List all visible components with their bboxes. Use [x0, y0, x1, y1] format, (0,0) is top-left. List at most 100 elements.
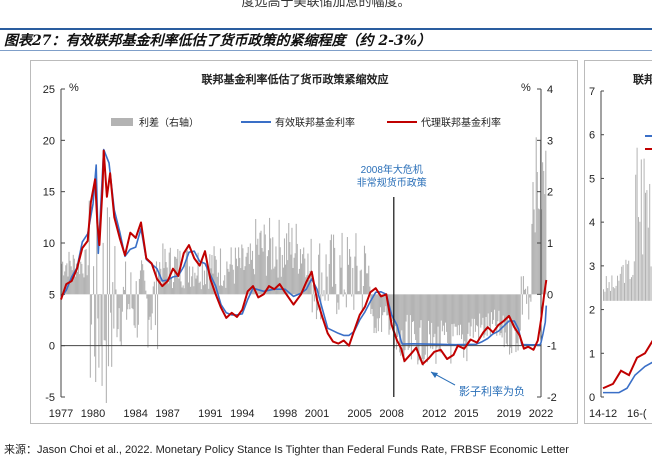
spread-bar	[227, 268, 229, 295]
spread-bar	[183, 288, 185, 295]
spread-bar	[77, 271, 79, 295]
spread-bar	[418, 294, 420, 361]
second-chart-panel: 0 1 2 3 4 5 6 7 联邦 14-12 16-(	[584, 60, 652, 424]
spread-bar	[368, 265, 370, 295]
spread-bar	[422, 294, 424, 366]
spread-bar	[111, 294, 113, 367]
spread-bar	[184, 264, 186, 295]
spread-bar	[466, 294, 468, 362]
spread-bar	[62, 261, 64, 295]
spread-bar	[283, 238, 286, 295]
spread-bar	[453, 294, 455, 324]
spread-bar	[461, 294, 463, 340]
side-spread-bar	[639, 221, 641, 301]
spread-bar	[533, 209, 535, 295]
spread-bar	[493, 294, 495, 320]
spread-bar	[282, 267, 284, 295]
spread-bar	[329, 240, 331, 295]
spread-bar	[512, 294, 514, 325]
spread-bar	[254, 274, 256, 295]
spread-bar	[376, 294, 378, 319]
spread-bar	[181, 287, 183, 295]
spread-bar	[240, 268, 242, 295]
spread-bar	[228, 271, 230, 295]
spread-bar	[406, 294, 408, 315]
spread-bar	[398, 294, 400, 333]
spread-bar	[473, 294, 475, 319]
spread-bar	[452, 294, 454, 337]
spread-bar	[123, 290, 126, 295]
spread-bar	[490, 294, 492, 313]
spread-bar	[450, 294, 452, 364]
spread-bar	[118, 294, 120, 309]
side-tick-label: 5	[589, 173, 595, 185]
spread-bar	[86, 275, 88, 295]
right-tick-label: 1	[547, 238, 553, 250]
spread-bar	[263, 224, 265, 295]
spread-bar	[178, 278, 180, 295]
spread-bar	[267, 250, 270, 295]
spread-bar	[543, 170, 545, 295]
spread-bar	[307, 253, 309, 295]
x-tick-label: 1994	[230, 408, 254, 420]
spread-bar	[465, 294, 467, 344]
side-spread-bar	[625, 259, 627, 301]
spread-bar	[219, 248, 222, 295]
spread-bar	[413, 294, 415, 322]
spread-bar	[285, 264, 287, 295]
x-tick-label: 2019	[497, 408, 521, 420]
x-tick-label: 1984	[123, 408, 147, 420]
spread-bar	[397, 294, 399, 338]
spread-bar	[479, 294, 481, 314]
main-chart-panel: -5 0 5 10 15 20 25 -2 -1 0 1 2 3 4 1977 1980 1984 1987 199…	[30, 60, 578, 424]
spread-bar	[379, 294, 382, 308]
spread-bar	[85, 249, 87, 295]
spread-bar	[538, 209, 540, 295]
x-tick-label: 1987	[155, 408, 179, 420]
spread-bar	[272, 237, 274, 295]
spread-bar	[262, 251, 264, 295]
spread-bar	[258, 254, 260, 295]
title-rule	[0, 50, 652, 51]
legend: 利差（右轴） 有效联邦基金利率 代理联邦基金利率	[111, 116, 501, 129]
spread-bar	[386, 294, 388, 316]
spread-bar	[259, 232, 261, 295]
spread-bar	[353, 294, 355, 310]
spread-bar	[161, 285, 163, 295]
spread-bar	[122, 286, 124, 295]
spread-bar	[208, 288, 210, 295]
spread-bar	[256, 244, 258, 295]
spread-bar	[232, 269, 234, 295]
spread-bar	[463, 294, 465, 358]
spread-bar	[522, 276, 524, 295]
spread-bar	[401, 294, 403, 331]
spread-bar	[367, 273, 369, 295]
spread-bar	[135, 281, 137, 295]
spread-bar	[494, 294, 496, 310]
spread-bar	[195, 278, 197, 295]
spread-bar	[383, 294, 385, 313]
spread-bar	[110, 294, 112, 313]
spread-bar	[319, 243, 321, 295]
side-spread-bar	[624, 282, 625, 301]
spread-bar	[134, 294, 136, 328]
spread-bar	[499, 294, 501, 336]
spread-bar	[97, 294, 99, 319]
spread-bar	[101, 294, 103, 386]
spread-bar	[451, 294, 453, 325]
spread-bar	[441, 294, 443, 332]
spread-bar	[292, 267, 294, 295]
spread-bar	[399, 294, 401, 353]
spread-bar	[279, 247, 281, 295]
spread-bar	[288, 223, 290, 295]
proxy-rate-line	[60, 149, 548, 366]
spread-bar	[521, 294, 523, 315]
spread-bar	[301, 263, 303, 295]
shadow-arrow-head	[431, 372, 438, 378]
spread-bar	[534, 232, 536, 295]
spread-bar	[83, 277, 85, 295]
legend-label-effective: 有效联邦基金利率	[275, 116, 355, 129]
left-tick-label: -5	[45, 392, 55, 404]
side-x-tick-label: 14-12	[589, 408, 617, 420]
spread-bar	[299, 249, 302, 295]
